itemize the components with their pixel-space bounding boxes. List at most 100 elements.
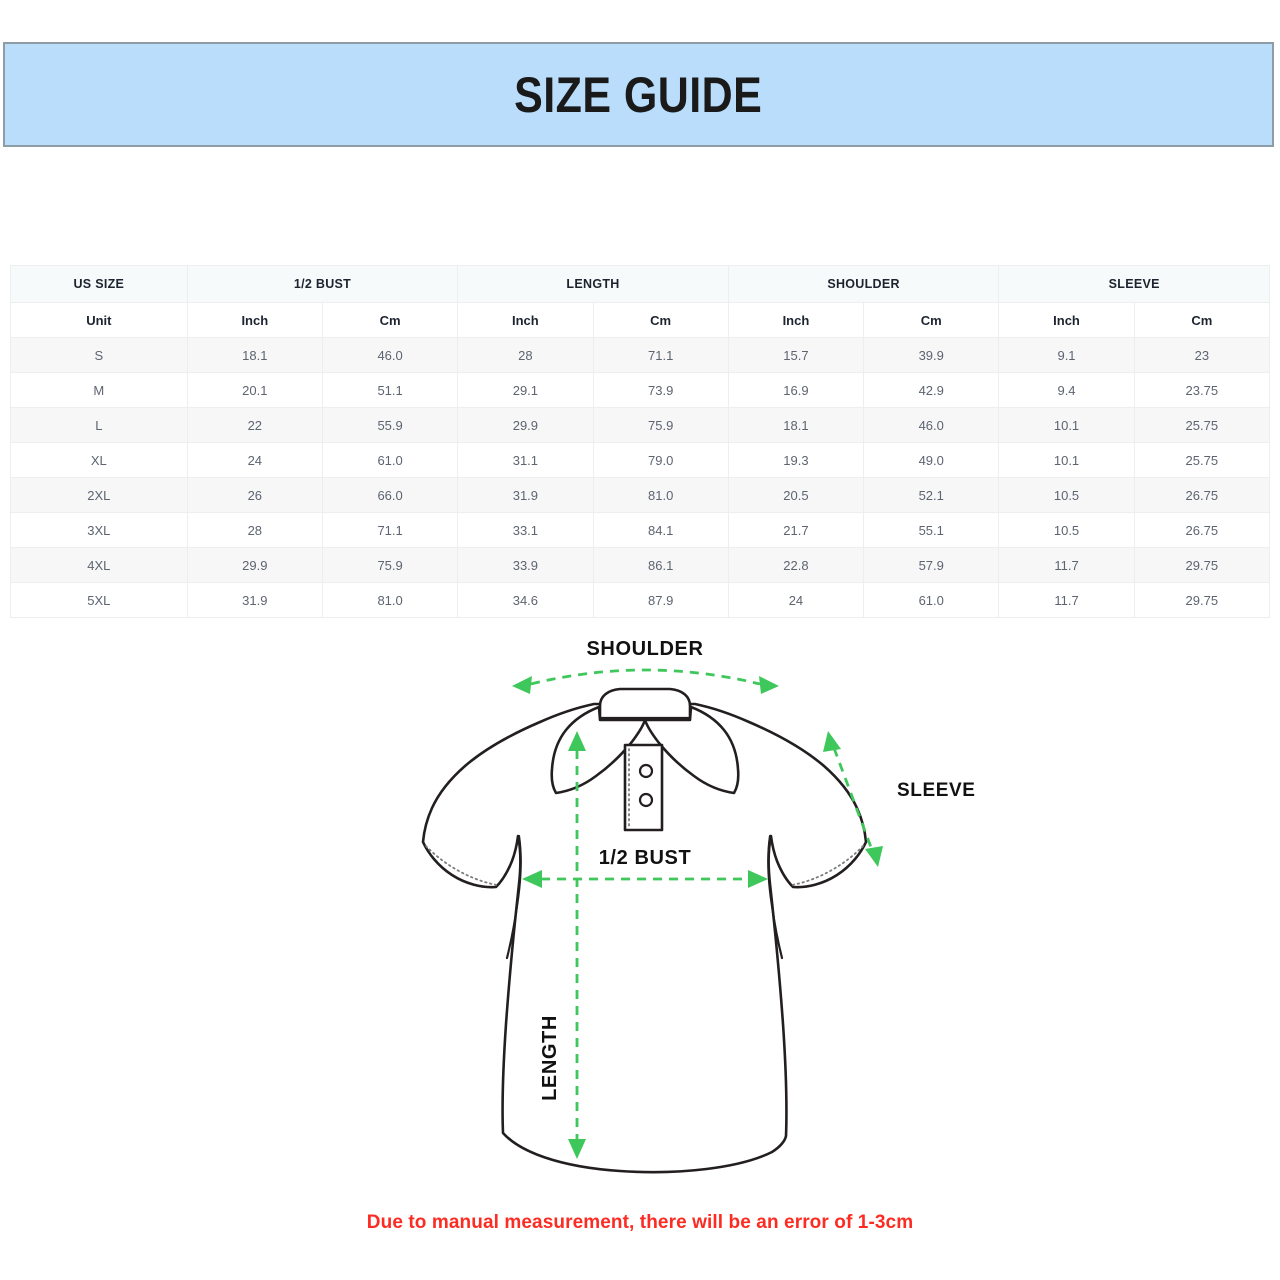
measurement-cell: 25.75 [1133,407,1271,443]
measurement-cell: 49.0 [863,442,1000,478]
measurement-cell: 81.0 [321,582,459,618]
measurement-cell: 23.75 [1133,372,1271,408]
measurement-cell: 71.1 [592,337,729,373]
measurement-cell: 51.1 [321,372,459,408]
measurement-cell: 24 [186,442,323,478]
table-row: S 18.1 46.0 28 71.1 15.7 39.9 9.1 23 [10,337,1271,373]
measurement-cell: 86.1 [592,547,729,583]
table-row: 5XL 31.9 81.0 34.6 87.9 24 61.0 11.7 29.75 [10,582,1271,618]
measurement-cell: 28 [457,337,594,373]
left-sleeve-hem-stitch [425,845,498,886]
measurement-cell: 81.0 [592,477,729,513]
measurement-cell: 87.9 [592,582,729,618]
size-cell: L [10,407,188,443]
placket-button-top [638,763,654,779]
measurement-cell: 61.0 [321,442,459,478]
measurement-cell: 31.9 [457,477,594,513]
measurement-cell: 21.7 [727,512,865,548]
table-row: 3XL 28 71.1 33.1 84.1 21.7 55.1 10.5 26.75 [10,512,1271,548]
measurement-cell: 55.9 [321,407,459,443]
measurement-cell: 10.5 [998,477,1135,513]
measurement-cell: 9.4 [998,372,1135,408]
measurement-cell: 71.1 [321,512,459,548]
measurement-cell: 84.1 [592,512,729,548]
measurement-cell: 52.1 [863,477,1000,513]
shoulder-arrowhead-left [512,676,532,694]
measurement-cell: 22 [186,407,323,443]
button-placket [623,743,664,832]
measurement-cell: 10.1 [998,442,1135,478]
size-chart-table: US SIZE 1/2 BUST LENGTH SHOULDER SLEEVE … [10,265,1271,618]
measurement-cell: 23 [1133,337,1271,373]
measurement-cell: 20.5 [727,477,865,513]
measurement-cell: 24 [727,582,865,618]
measurement-cell: 15.7 [727,337,865,373]
measurement-cell: 31.1 [457,442,594,478]
measurement-cell: 46.0 [321,337,459,373]
unit-header-sleeve-inch: Inch [998,302,1135,338]
measurement-cell: 31.9 [186,582,323,618]
measurement-cell: 55.1 [863,512,1000,548]
garment-diagram: SHOULDER SLEEVE 1/2 BUST [0,628,1280,1198]
table-row: 4XL 29.9 75.9 33.9 86.1 22.8 57.9 11.7 29.75 [10,547,1271,583]
measurement-cell: 34.6 [457,582,594,618]
group-header-half-bust: 1/2 BUST [186,265,459,303]
measurement-cell: 11.7 [998,547,1135,583]
table-row: L 22 55.9 29.9 75.9 18.1 46.0 10.1 25.75 [10,407,1271,443]
measurement-cell: 25.75 [1133,442,1271,478]
sleeve-arrow-line [832,747,874,851]
measurement-cell: 18.1 [727,407,865,443]
unit-header-sleeve-cm: Cm [1133,302,1271,338]
unit-header-shoulder-cm: Cm [863,302,1000,338]
collar-left-point [550,705,647,795]
measurement-cell: 26 [186,477,323,513]
measurement-cell: 33.9 [457,547,594,583]
size-cell: XL [10,442,188,478]
measurement-cell: 22.8 [727,547,865,583]
half-bust-label: 1/2 BUST [599,847,692,869]
measurement-cell: 42.9 [863,372,1000,408]
measurement-cell: 29.75 [1133,547,1271,583]
measurement-cell: 29.9 [457,407,594,443]
size-cell: 4XL [10,547,188,583]
size-table-container: US SIZE 1/2 BUST LENGTH SHOULDER SLEEVE … [10,265,1271,618]
measurement-cell: 18.1 [186,337,323,373]
unit-header-length-cm: Cm [592,302,729,338]
table-row: M 20.1 51.1 29.1 73.9 16.9 42.9 9.4 23.75 [10,372,1271,408]
sleeve-label: SLEEVE [897,780,976,801]
measurement-cell: 10.1 [998,407,1135,443]
measurement-cell: 73.9 [592,372,729,408]
half-bust-arrowhead-right [748,870,768,888]
measurement-cell: 29.9 [186,547,323,583]
unit-header-bust-inch: Inch [186,302,323,338]
unit-header-bust-cm: Cm [321,302,459,338]
length-arrowhead-bottom [568,1139,586,1159]
size-cell: M [10,372,188,408]
page-title: SIZE GUIDE [514,66,763,123]
measurement-cell: 39.9 [863,337,1000,373]
collar-right-point [643,705,740,795]
table-unit-header-row: Unit Inch Cm Inch Cm Inch Cm Inch Cm [10,302,1271,338]
shoulder-label: SHOULDER [586,638,703,660]
measurement-cell: 26.75 [1133,477,1271,513]
measurement-disclaimer: Due to manual measurement, there will be… [366,1212,914,1233]
size-cell: S [10,337,188,373]
group-header-us-size: US SIZE [10,265,188,303]
length-label: LENGTH [539,1015,561,1101]
sleeve-arrowhead-top [823,731,841,752]
table-row: 2XL 26 66.0 31.9 81.0 20.5 52.1 10.5 26.75 [10,477,1271,513]
measurement-cell: 46.0 [863,407,1000,443]
measurement-cell: 75.9 [592,407,729,443]
table-body: S 18.1 46.0 28 71.1 15.7 39.9 9.1 23 M 20.1 51.1 29.… [10,337,1271,618]
measurement-cell: 11.7 [998,582,1135,618]
group-header-shoulder: SHOULDER [727,265,1000,303]
shoulder-arrow-line [530,668,761,686]
group-header-sleeve: SLEEVE [998,265,1270,303]
unit-header-shoulder-inch: Inch [727,302,865,338]
measurement-cell: 57.9 [863,547,1000,583]
table-head: US SIZE 1/2 BUST LENGTH SHOULDER SLEEVE … [10,265,1271,338]
size-cell: 5XL [10,582,188,618]
measurement-cell: 61.0 [863,582,1000,618]
length-arrowhead-top [568,731,586,751]
measurement-cell: 28 [186,512,323,548]
